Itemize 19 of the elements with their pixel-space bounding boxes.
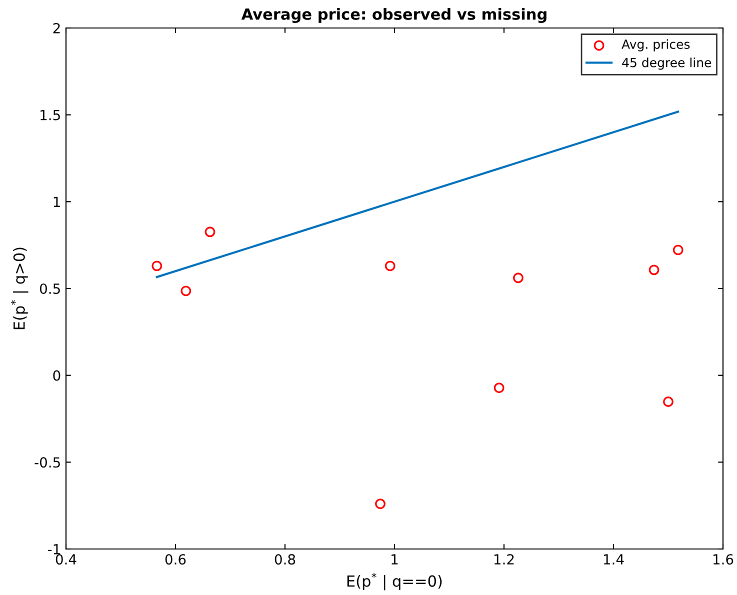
y-tick-label: -0.5	[34, 457, 60, 468]
y-tick-label: 0.5	[40, 283, 60, 294]
y-tick-label: 1.5	[40, 110, 60, 120]
legend-label: Avg. prices	[622, 39, 690, 52]
y-tick-label: -1	[48, 544, 60, 554]
x-tick-label: 0.6	[165, 554, 186, 565]
y-axis-title: E(p$^{*}$ | q>0)	[10, 248, 28, 330]
legend-label: 45 degree line	[622, 58, 712, 70]
y-tick-label: 2	[53, 22, 60, 34]
x-tick-label: 1.2	[494, 554, 514, 564]
x-tick-label: 1	[392, 554, 398, 564]
x-tick-label: 0.8	[274, 554, 296, 565]
x-tick-label: 1.4	[604, 554, 624, 564]
y-tick-label: 0	[53, 370, 60, 381]
x-tick-label: 1.6	[713, 554, 734, 565]
y-tick-label: 1	[54, 196, 60, 207]
x-tick-label: 0.4	[56, 554, 76, 565]
x-axis-title: E(p$^{*}$ | q==0)	[347, 572, 442, 590]
chart-title: Average price: observed vs missing	[241, 8, 546, 23]
